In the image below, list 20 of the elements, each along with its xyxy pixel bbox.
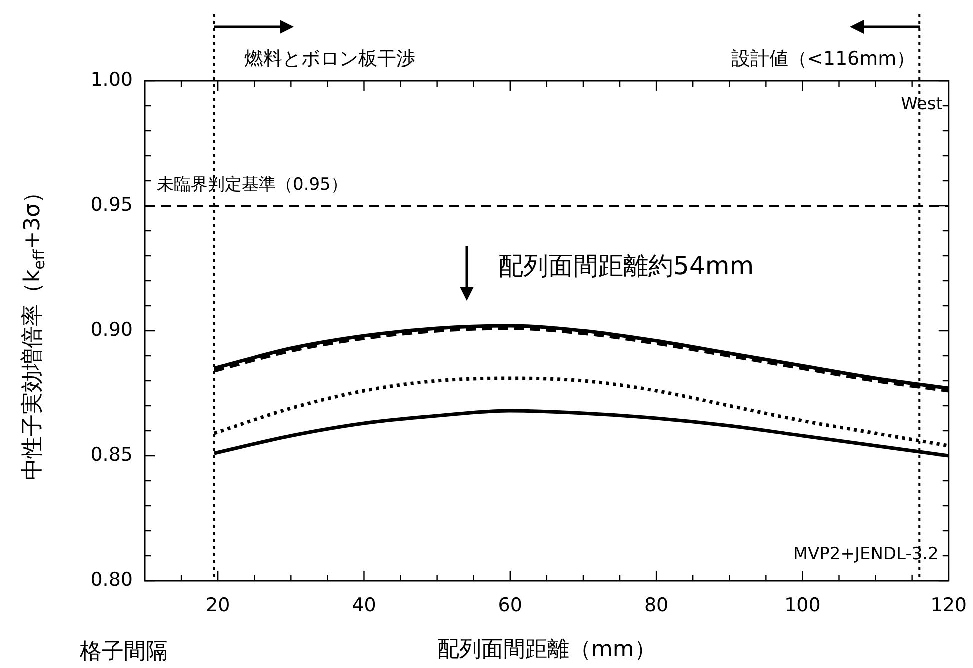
ref-line-label: 未臨界判定基準（0.95） [157,175,348,195]
x-tick-label: 100 [784,594,821,616]
x-tick-label: 40 [352,594,376,616]
x-tick-label: 120 [930,594,967,616]
annotation: MVP2+JENDL-3.2 [793,544,939,564]
text: 燃料とボロン板干渉 [244,48,416,70]
y-tick-label: 1.00 [90,68,133,91]
y-tick-label: 0.95 [90,194,133,216]
x-axis-title: 配列面間距離（mm） [437,638,656,663]
y-axis-title: 中性子実効増倍率（keff+3σ） [20,181,49,481]
x-tick-label: 20 [206,594,230,616]
annotation: 配列面間距離約54mm [498,252,754,280]
annotation: West [901,94,944,114]
y-tick-label: 0.90 [90,318,133,341]
x-tick-label: 60 [498,594,522,616]
x-tick-label: 80 [644,594,669,616]
y-tick-label: 0.85 [90,444,133,466]
y-tick-label: 0.80 [90,568,133,591]
text: 設計値（<116mm） [731,48,916,70]
text: 格子間隔 [79,640,168,665]
